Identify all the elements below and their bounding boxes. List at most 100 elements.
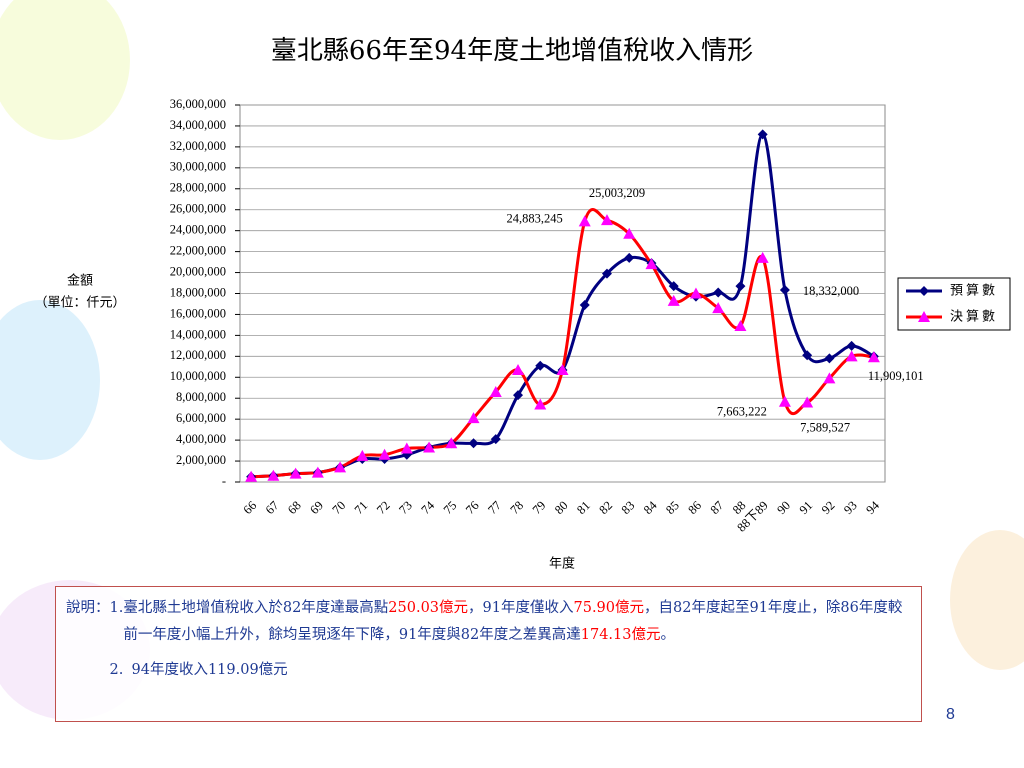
y-tick-label: 26,000,000 <box>170 202 226 216</box>
x-tick-label: 72 <box>374 498 393 517</box>
data-point <box>245 470 258 482</box>
legend-marker <box>918 311 930 322</box>
data-point <box>467 412 480 424</box>
x-tick-label: 79 <box>530 498 549 517</box>
data-point <box>689 287 702 299</box>
x-tick-label: 94 <box>863 498 882 517</box>
y-tick-label: 10,000,000 <box>170 369 226 383</box>
data-point <box>756 251 769 263</box>
data-point <box>823 372 836 384</box>
data-point <box>400 442 413 454</box>
data-point <box>356 449 369 461</box>
y-tick-label: 2,000,000 <box>176 453 226 467</box>
note-text: 94年度收入119.09億元 <box>132 657 288 684</box>
x-tick-label: 69 <box>307 498 326 517</box>
x-tick-label: 85 <box>663 498 682 517</box>
note-emphasis: 75.90億元 <box>573 600 645 616</box>
data-point <box>734 319 747 331</box>
data-label: 7,663,222 <box>717 405 767 419</box>
y-tick-label: 34,000,000 <box>170 118 226 132</box>
y-tick-label: 20,000,000 <box>170 264 226 278</box>
data-point <box>757 129 768 140</box>
x-tick-label: 82 <box>596 498 615 517</box>
data-point <box>779 285 790 296</box>
data-label: 25,003,209 <box>589 186 645 200</box>
title: 臺北縣66年至94年度土地增值稅收入情形 <box>271 36 753 66</box>
note-text: 臺北縣土地增值稅收入於82年度達最高點250.03億元，91年度僅收入75.90… <box>123 595 911 649</box>
note-item: 說明： 1. 臺北縣土地增值稅收入於82年度達最高點250.03億元，91年度僅收入… <box>66 595 911 649</box>
note-number: 2. <box>109 662 124 678</box>
data-label: 24,883,245 <box>506 211 562 225</box>
x-tick-label: 68 <box>285 498 304 517</box>
note-segment: 臺北縣土地增值稅收入於82年度達最高點 <box>123 600 389 616</box>
y-tick-label: 28,000,000 <box>170 181 226 195</box>
data-point <box>645 258 658 270</box>
data-point <box>778 395 791 407</box>
y-tick-label: 6,000,000 <box>176 411 226 425</box>
note-emphasis: 250.03億元 <box>388 600 469 616</box>
x-tick-label: 80 <box>552 498 571 517</box>
y-tick-label: 22,000,000 <box>170 243 226 257</box>
x-axis-label: 年度 <box>549 556 575 572</box>
x-tick-label: 73 <box>396 498 415 517</box>
data-point <box>468 438 479 449</box>
x-tick-label: 93 <box>841 498 860 517</box>
x-tick-label: 90 <box>774 498 793 517</box>
data-point <box>490 434 501 445</box>
data-label: 18,332,000 <box>803 284 859 298</box>
data-point <box>601 268 612 279</box>
data-point <box>578 215 591 227</box>
data-point <box>802 350 813 361</box>
x-tick-label: 92 <box>819 498 838 517</box>
x-tick-label: 83 <box>619 498 638 517</box>
y-tick-label: 12,000,000 <box>170 348 226 362</box>
note-number: 1. <box>109 600 124 616</box>
data-point <box>311 466 324 478</box>
x-tick-label: 71 <box>352 498 371 517</box>
x-tick-label: 75 <box>441 498 460 517</box>
x-tick-label: 76 <box>463 498 482 517</box>
x-tick-label: 78 <box>507 498 526 517</box>
x-tick-label: 84 <box>641 498 660 517</box>
legend-marker <box>919 286 929 296</box>
x-tick-label: 66 <box>241 498 260 517</box>
data-point <box>289 467 302 479</box>
data-point <box>713 287 724 298</box>
data-point <box>824 353 835 364</box>
y-tick-label: - <box>222 474 226 488</box>
data-point <box>845 350 858 362</box>
data-point <box>513 390 524 401</box>
data-point <box>334 461 347 473</box>
data-point <box>423 441 436 453</box>
y-axis-label: （單位：仟元） <box>34 296 125 311</box>
y-tick-label: 8,000,000 <box>176 390 226 404</box>
data-point <box>512 363 525 375</box>
legend-label: 預算數 <box>950 284 998 299</box>
y-tick-label: 16,000,000 <box>170 306 226 320</box>
y-tick-label: 24,000,000 <box>170 223 226 237</box>
x-tick-label: 81 <box>574 498 593 517</box>
data-point <box>600 214 613 226</box>
y-tick-label: 18,000,000 <box>170 285 226 299</box>
x-tick-label: 67 <box>263 498 282 517</box>
y-tick-label: 14,000,000 <box>170 327 226 341</box>
data-point <box>801 396 814 408</box>
legend <box>897 277 1011 331</box>
data-point <box>534 398 547 410</box>
page-number: 8 <box>946 706 955 723</box>
data-point <box>267 469 280 481</box>
data-point <box>712 302 725 314</box>
data-point <box>624 252 635 263</box>
note-item: 說明：2.94年度收入119.09億元 <box>66 649 911 684</box>
legend-label: 決算數 <box>950 310 998 325</box>
data-point <box>735 281 746 292</box>
data-point <box>556 363 569 375</box>
y-tick-label: 32,000,000 <box>170 139 226 153</box>
note: 說明： 1. 臺北縣土地增值稅收入於82年度達最高點250.03億元，91年度僅收入… <box>55 586 922 722</box>
data-point <box>378 448 391 460</box>
note-label: 說明： <box>66 600 110 616</box>
data-point <box>623 227 636 239</box>
x-tick-label: 91 <box>797 498 816 517</box>
note-segment: 94年度收入119.09億元 <box>131 662 288 678</box>
